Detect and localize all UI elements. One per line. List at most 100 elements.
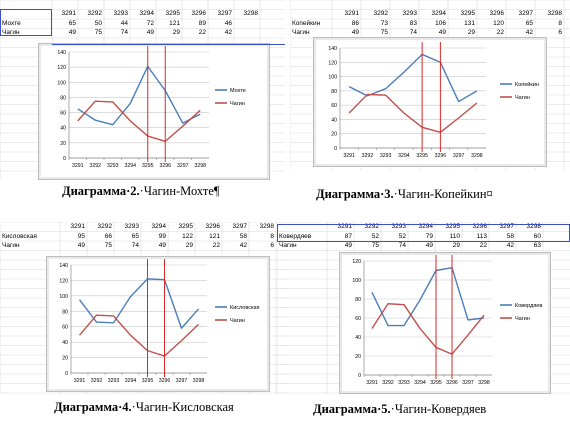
- table-header-cell: 3291: [70, 223, 85, 230]
- table-cell: 99: [158, 232, 166, 240]
- x-tick-label: 3297: [176, 378, 188, 384]
- table-cell: 63: [533, 242, 541, 249]
- table-header-cell: 3293: [391, 223, 406, 230]
- x-tick-label: 3296: [446, 380, 458, 386]
- table-cell: 74: [120, 29, 128, 36]
- table-cell: 95: [77, 232, 85, 240]
- table-header-cell: 3293: [402, 10, 417, 17]
- table-header-cell: 3292: [364, 223, 379, 230]
- x-tick-label: 3291: [72, 163, 84, 169]
- y-tick-label: 80: [60, 95, 66, 101]
- y-tick-label: 40: [60, 126, 66, 132]
- table-cell: 65: [131, 232, 139, 240]
- y-tick-label: 120: [352, 259, 361, 265]
- panel-chagin-koverdyaev: 3291 3292 3293 3294 3295 3296 3297 3298 Ковердяе…: [277, 222, 570, 435]
- table-cell: 29: [185, 242, 193, 249]
- series-line-chagin: [78, 314, 199, 357]
- x-tick-label: 3292: [362, 153, 374, 159]
- figure-caption: Диаграмма·5.·Чагин-Ковердяев: [313, 402, 486, 417]
- table-cell: 29: [467, 29, 475, 36]
- table-row-label: Кисловская: [2, 232, 37, 240]
- x-tick-label: 3292: [91, 378, 103, 384]
- table-cell: 29: [452, 242, 460, 249]
- legend-label: Ковердяев: [515, 303, 542, 309]
- table-cell: 42: [224, 29, 232, 36]
- x-tick-label: 3291: [366, 380, 378, 386]
- x-tick-label: 3294: [414, 380, 426, 386]
- table-header-cell: 3296: [205, 223, 220, 230]
- y-tick-label: 80: [355, 297, 361, 303]
- legend-label: Чагин: [230, 318, 245, 324]
- table-cell: 75: [371, 242, 379, 249]
- x-tick-label: 3297: [462, 380, 474, 386]
- table-header-cell: 3296: [472, 223, 487, 230]
- chart-frame: 0 20 40 60 80 100 120 140 3291 3292 3293 3294 3295 32…: [313, 37, 547, 167]
- table-header-cell: 3294: [418, 223, 433, 230]
- legend-label: Копейкин: [515, 81, 539, 88]
- series-line-chagin: [371, 303, 485, 355]
- x-tick-label: 3297: [453, 153, 465, 159]
- selection-underline: [52, 44, 285, 45]
- chart-frame: 0 20 40 60 80 100 120 140 3291 3292 3293 3294 3295 32…: [46, 256, 270, 392]
- figure-caption: Диаграмма·2.·Чагин-Мохте¶: [62, 184, 220, 199]
- x-tick-label: 3297: [177, 163, 189, 169]
- y-tick-label: 80: [62, 309, 68, 315]
- y-tick-label: 0: [65, 371, 68, 377]
- table-header-cell: 3294: [151, 223, 166, 230]
- y-tick-label: 100: [352, 278, 361, 284]
- table-row-label: Чагин: [279, 242, 297, 249]
- x-tick-label: 3298: [194, 163, 206, 169]
- panel-chagin-mokhte: 3291 3292 3293 3294 3295 3296 3297 3298 Мохте 65 5…: [0, 0, 285, 200]
- line-chart: 0 20 40 60 80 100 120 140 3291 3292 3293 3294 3295 32…: [59, 259, 260, 384]
- x-tick-label: 3295: [416, 153, 428, 159]
- legend-label: Чагин: [230, 101, 245, 107]
- table-cell: 58: [239, 232, 247, 240]
- y-tick-label: 20: [331, 132, 337, 138]
- series-line-chagin: [77, 100, 201, 143]
- table-cell: 49: [351, 29, 359, 36]
- table-cell: 60: [533, 232, 541, 240]
- table-cell: 6: [270, 242, 274, 249]
- line-chart: 0 20 40 60 80 100 120 3291 3292 3293 3294 3295 3296 3…: [352, 255, 542, 386]
- table-header-cell: 3298: [259, 223, 274, 230]
- y-tick-label: 80: [331, 89, 337, 95]
- table-header-cell: 3298: [526, 223, 541, 230]
- table-cell: 86: [351, 19, 359, 27]
- x-tick-label: 3293: [108, 378, 120, 384]
- x-tick-label: 3294: [398, 153, 410, 159]
- x-tick-label: 3292: [382, 380, 394, 386]
- legend-label: Мохте: [230, 88, 246, 94]
- table-header-cell: 3295: [165, 10, 180, 17]
- y-tick-label: 140: [59, 263, 68, 269]
- x-tick-label: 3296: [159, 163, 171, 169]
- table-cell: 49: [146, 29, 154, 36]
- table-header-cell: 3296: [489, 10, 504, 17]
- y-tick-label: 120: [57, 65, 66, 71]
- table-header-cell: 3298: [547, 10, 562, 17]
- table-cell: 74: [398, 242, 406, 249]
- panel-chagin-kopeikin: 3291 3292 3293 3294 3295 3296 3297 3298 Копейкин…: [290, 0, 570, 210]
- table-cell: 131: [464, 19, 475, 27]
- table-cell: 65: [525, 19, 533, 27]
- table-cell: 49: [438, 29, 446, 36]
- table-cell: 72: [146, 19, 154, 27]
- caption-number: Диаграмма·5.: [313, 402, 391, 416]
- table-header-cell: 3297: [518, 10, 533, 17]
- table-cell: 58: [506, 232, 514, 240]
- table-row-label: Копейкин: [292, 19, 321, 27]
- y-tick-label: 120: [328, 60, 337, 66]
- y-tick-label: 20: [355, 354, 361, 360]
- table-cell: 50: [94, 19, 102, 27]
- y-tick-label: 60: [60, 111, 66, 117]
- series-line-chagin: [348, 93, 478, 133]
- table-row-label: Ковердяев: [279, 232, 312, 240]
- caption-title: ·Чагин-Ковердяев: [390, 402, 487, 416]
- table-cell: 46: [224, 19, 232, 27]
- table-cell: 66: [104, 232, 112, 240]
- table-cell: 121: [169, 19, 180, 27]
- x-tick-label: 3294: [125, 378, 137, 384]
- table-header-cell: 3298: [243, 10, 258, 17]
- x-tick-label: 3293: [107, 163, 119, 169]
- y-tick-label: 40: [331, 117, 337, 123]
- table-cell: 6: [558, 29, 562, 36]
